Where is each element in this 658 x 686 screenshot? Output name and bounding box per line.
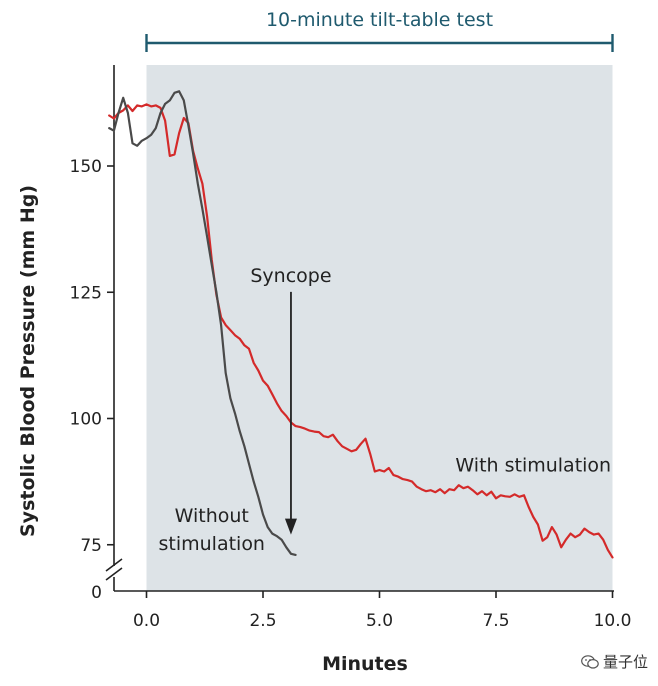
axis-break-mark [105, 558, 123, 572]
syncope-arrowhead [284, 518, 297, 535]
y-axis [105, 65, 123, 591]
tilt-test-shaded-region [146, 65, 613, 591]
y-tick-label: 150 [70, 157, 102, 177]
x-axis-title: Minutes [322, 653, 408, 675]
x-tick-label: 7.5 [482, 611, 509, 631]
with-stimulation-label: With stimulation [455, 455, 611, 477]
series-group [108, 90, 614, 559]
syncope-label: Syncope [250, 265, 331, 287]
y-tick-label: 75 [80, 536, 102, 556]
series-line-without-stimulation [108, 90, 297, 556]
x-tick-label: 2.5 [249, 611, 276, 631]
watermark-text: 量子位 [602, 653, 648, 671]
axis-break-mark [105, 567, 123, 581]
y-tick-label-zero: 0 [91, 583, 102, 603]
wechat-icon [581, 654, 599, 669]
tilt-test-label: 10-minute tilt-table test [266, 9, 493, 31]
x-tick-label: 0.0 [133, 611, 160, 631]
y-tick-label: 125 [70, 283, 102, 303]
watermark: 量子位 [581, 651, 648, 672]
without-stimulation-label-line1: Without [175, 505, 249, 527]
x-ticks: 0.0 2.5 5.0 7.5 10.0 [133, 591, 631, 631]
x-tick-label: 5.0 [366, 611, 393, 631]
without-stimulation-label-line2: stimulation [158, 533, 265, 555]
y-ticks: 150 125 100 75 [70, 157, 114, 556]
y-tick-label: 100 [70, 410, 102, 430]
x-tick-label: 10.0 [594, 611, 632, 631]
y-axis-title: Systolic Blood Pressure (mm Hg) [17, 185, 39, 537]
